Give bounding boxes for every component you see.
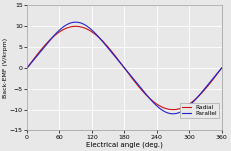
- Radial: [172, 109, 174, 111]
- Radial: [143, 93, 146, 94]
- Line: Parallel: Parallel: [27, 22, 222, 114]
- Radial: [67, 26, 70, 28]
- X-axis label: Electrical angle (deg.): Electrical angle (deg.): [86, 141, 163, 148]
- Parallel: [74, 21, 77, 23]
- Parallel: [147, 96, 149, 98]
- Parallel: [202, 90, 205, 91]
- Parallel: [80, 22, 83, 24]
- Line: Radial: Radial: [27, 26, 222, 110]
- Radial: [220, 67, 223, 69]
- Radial: [74, 25, 77, 27]
- Parallel: [220, 67, 223, 69]
- Parallel: [220, 67, 223, 69]
- Radial: [202, 90, 205, 92]
- Radial: [220, 67, 223, 69]
- Radial: [26, 67, 28, 69]
- Radial: [80, 26, 83, 28]
- Y-axis label: Back-EMF (V/krpm): Back-EMF (V/krpm): [3, 38, 9, 98]
- Parallel: [26, 67, 28, 69]
- Radial: [147, 96, 149, 98]
- Parallel: [67, 23, 70, 25]
- Legend: Radial, Parallel: Radial, Parallel: [180, 103, 219, 118]
- Parallel: [143, 92, 146, 94]
- Parallel: [172, 113, 174, 115]
